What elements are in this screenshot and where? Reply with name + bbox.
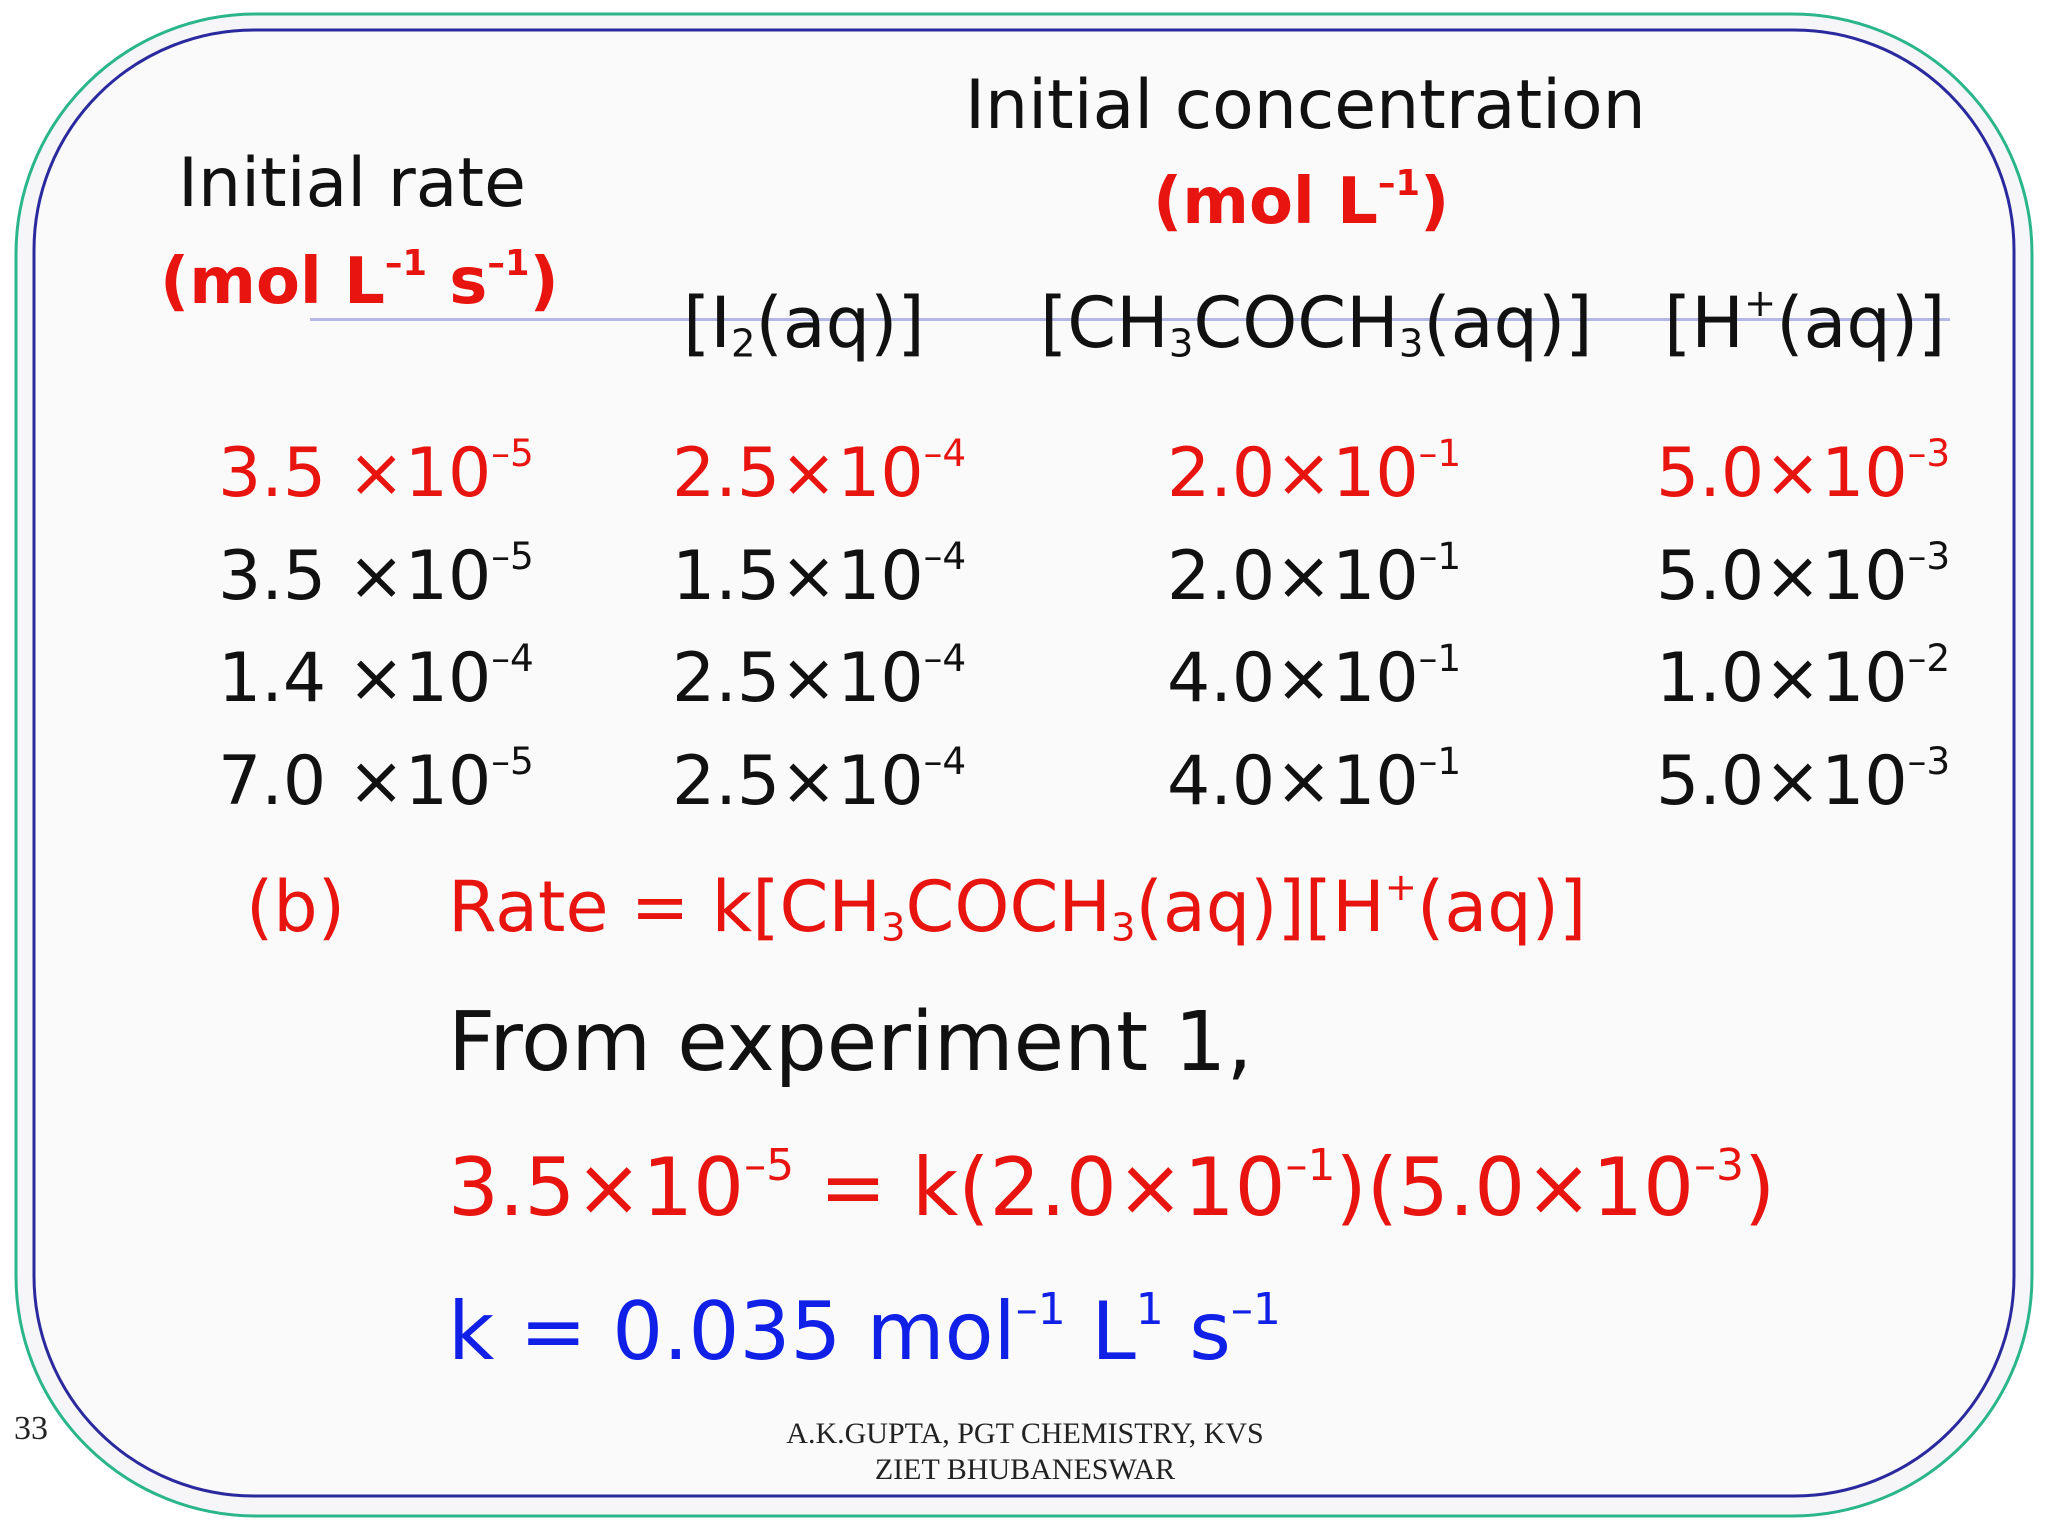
concentration-units: (mol L–1) bbox=[1153, 162, 1450, 239]
rate-units: (mol L–1 s–1) bbox=[160, 242, 559, 319]
row-1-i2: 2.5×10–4 bbox=[672, 431, 967, 513]
row-3-h-plus: 1.0×10–2 bbox=[1656, 636, 1951, 718]
row-2-acetone: 2.0×10–1 bbox=[1167, 534, 1462, 616]
footer-line-1: A.K.GUPTA, PGT CHEMISTRY, KVS bbox=[786, 1417, 1264, 1450]
column-header-i2: [I2(aq)] bbox=[683, 282, 925, 367]
footer-credit: A.K.GUPTA, PGT CHEMISTRY, KVS ZIET BHUBA… bbox=[700, 1416, 1350, 1488]
slide-number: 33 bbox=[14, 1410, 48, 1447]
column-header-acetone: [CH3COCH3(aq)] bbox=[1040, 282, 1593, 367]
row-3-i2: 2.5×10–4 bbox=[672, 636, 967, 718]
row-2-h-plus: 5.0×10–3 bbox=[1656, 534, 1951, 616]
row-2-rate: 3.5 ×10–5 bbox=[218, 534, 534, 616]
row-2-i2: 1.5×10–4 bbox=[672, 534, 967, 616]
row-1-h-plus: 5.0×10–3 bbox=[1656, 431, 1951, 513]
from-experiment-text: From experiment 1, bbox=[448, 995, 1253, 1090]
row-3-acetone: 4.0×10–1 bbox=[1167, 636, 1462, 718]
header-rule bbox=[310, 318, 1950, 321]
footer-line-2: ZIET BHUBANESWAR bbox=[874, 1453, 1176, 1486]
row-4-rate: 7.0 ×10–5 bbox=[218, 739, 534, 821]
initial-rate-heading: Initial rate bbox=[178, 144, 526, 223]
rate-law-expression: Rate = k[CH3COCH3(aq)][H+(aq)] bbox=[448, 865, 1587, 951]
rate-equation: 3.5×10–5 = k(2.0×10–1)(5.0×10–3) bbox=[448, 1139, 1776, 1234]
column-header-h-plus: [H+(aq)] bbox=[1664, 281, 1946, 364]
row-4-i2: 2.5×10–4 bbox=[672, 739, 967, 821]
row-1-rate: 3.5 ×10–5 bbox=[218, 431, 534, 513]
rate-constant-result: k = 0.035 mol–1 L1 s–1 bbox=[448, 1283, 1281, 1378]
row-3-rate: 1.4 ×10–4 bbox=[218, 636, 534, 718]
row-4-acetone: 4.0×10–1 bbox=[1167, 739, 1462, 821]
row-1-acetone: 2.0×10–1 bbox=[1167, 431, 1462, 513]
row-4-h-plus: 5.0×10–3 bbox=[1656, 739, 1951, 821]
part-b-label: (b) bbox=[246, 866, 346, 948]
initial-concentration-heading: Initial concentration bbox=[965, 66, 1646, 145]
